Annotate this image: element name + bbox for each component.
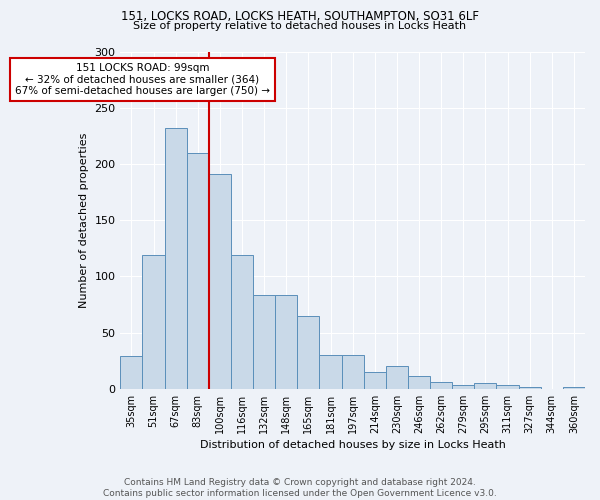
- Text: Contains HM Land Registry data © Crown copyright and database right 2024.
Contai: Contains HM Land Registry data © Crown c…: [103, 478, 497, 498]
- Bar: [452, 386, 475, 389]
- Bar: [319, 355, 341, 389]
- Bar: [231, 255, 253, 389]
- Bar: [496, 386, 518, 389]
- Text: 151, LOCKS ROAD, LOCKS HEATH, SOUTHAMPTON, SO31 6LF: 151, LOCKS ROAD, LOCKS HEATH, SOUTHAMPTO…: [121, 10, 479, 23]
- Bar: [253, 296, 275, 389]
- Bar: [475, 383, 496, 389]
- Bar: [187, 152, 209, 389]
- Text: 151 LOCKS ROAD: 99sqm
← 32% of detached houses are smaller (364)
67% of semi-det: 151 LOCKS ROAD: 99sqm ← 32% of detached …: [15, 62, 270, 96]
- Bar: [298, 316, 319, 389]
- Bar: [142, 255, 164, 389]
- Bar: [408, 376, 430, 389]
- Y-axis label: Number of detached properties: Number of detached properties: [79, 132, 89, 308]
- Bar: [209, 174, 231, 389]
- Bar: [430, 382, 452, 389]
- Bar: [386, 366, 408, 389]
- Bar: [275, 296, 298, 389]
- Text: Size of property relative to detached houses in Locks Heath: Size of property relative to detached ho…: [133, 21, 467, 31]
- Bar: [563, 386, 585, 389]
- X-axis label: Distribution of detached houses by size in Locks Heath: Distribution of detached houses by size …: [200, 440, 506, 450]
- Bar: [341, 355, 364, 389]
- Bar: [121, 356, 142, 389]
- Bar: [364, 372, 386, 389]
- Bar: [164, 128, 187, 389]
- Bar: [518, 386, 541, 389]
